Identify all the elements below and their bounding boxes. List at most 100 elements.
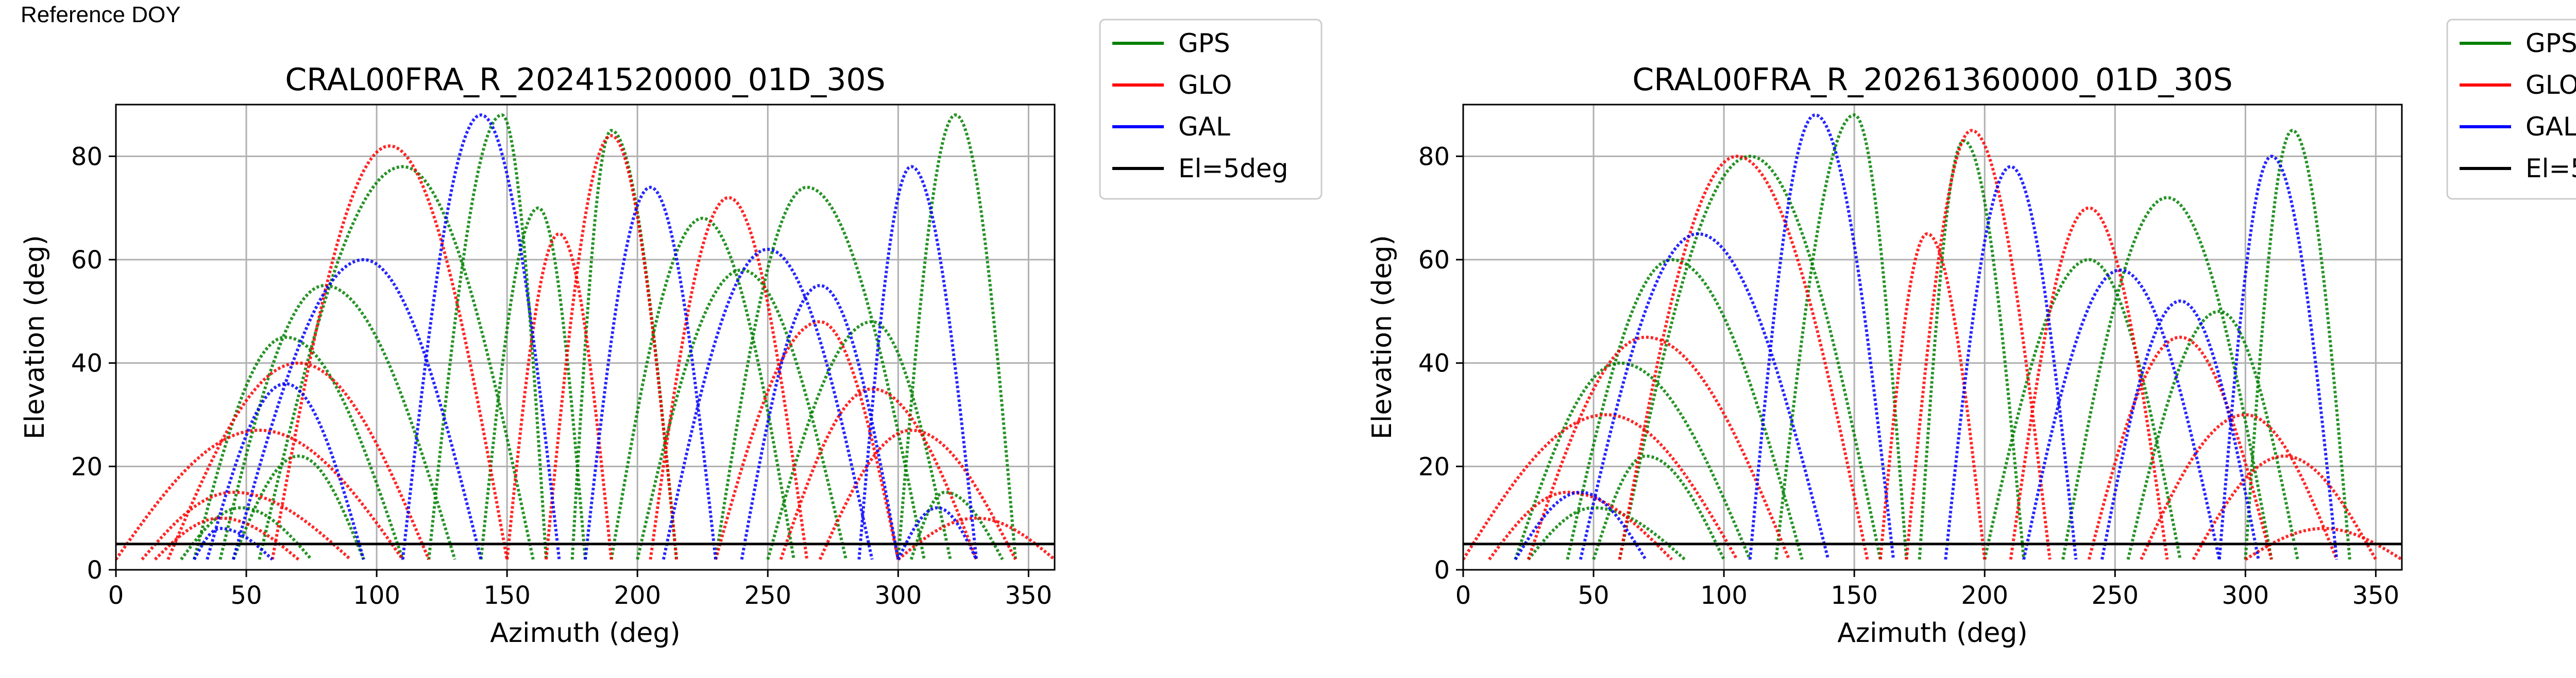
track-glo — [545, 134, 679, 560]
legend-label: GAL — [1178, 112, 1230, 142]
track-gps — [427, 113, 548, 560]
y-tick-label: 80 — [71, 142, 103, 171]
x-tick-label: 300 — [2222, 581, 2269, 610]
y-tick-label: 20 — [71, 452, 103, 481]
legend-label: GAL — [2526, 112, 2576, 142]
chart-title: CRAL00FRA_R_20241520000_01D_30S — [285, 62, 885, 98]
axes-frame — [1462, 104, 2403, 571]
x-tick-label: 350 — [1005, 581, 1053, 610]
track-gps — [909, 490, 1004, 561]
x-tick-label: 0 — [1455, 581, 1471, 610]
track-glo — [505, 232, 613, 560]
track-gps — [636, 268, 848, 560]
track-glo — [1618, 155, 1869, 560]
x-tick-label: 300 — [875, 581, 922, 610]
track-glo — [1878, 232, 1987, 560]
track-gal — [1579, 232, 1830, 560]
track-gps — [2061, 196, 2273, 560]
track-gal — [231, 258, 483, 560]
y-axis-label: Elevation (deg) — [20, 235, 50, 439]
x-tick-label: 100 — [1700, 581, 1748, 610]
x-tick-label: 0 — [108, 581, 124, 610]
x-axis-label: Azimuth (deg) — [490, 618, 680, 649]
legend-label: El=5deg — [1178, 154, 1288, 183]
x-tick-label: 250 — [744, 581, 791, 610]
track-gps — [218, 284, 456, 560]
track-gps — [258, 165, 535, 560]
y-tick-label: 40 — [1418, 349, 1450, 378]
legend-label: El=5deg — [2526, 154, 2576, 183]
y-tick-label: 80 — [1418, 142, 1450, 171]
track-gal — [401, 113, 561, 560]
x-tick-label: 200 — [614, 581, 661, 610]
plot-area — [116, 113, 1055, 561]
track-glo — [649, 196, 809, 560]
subplot-1: 0 50 100 150 200 250 300 350 0 20 40 60 80 CRAL00FRA_… — [20, 19, 1323, 649]
track-gal — [2217, 155, 2338, 560]
legend-box — [1099, 19, 1323, 200]
track-glo — [818, 429, 1017, 561]
track-gps — [714, 185, 926, 560]
track-gal — [662, 247, 874, 560]
x-tick-label: 100 — [353, 581, 400, 610]
legend: GPS GLO GAL El=5deg — [2446, 19, 2576, 200]
x-tick-label: 150 — [1831, 581, 1878, 610]
y-axis-label: Elevation (deg) — [1367, 235, 1398, 439]
track-gps — [479, 206, 587, 560]
track-glo — [1905, 129, 2052, 560]
track-glo — [779, 387, 978, 560]
track-glo — [2087, 335, 2273, 560]
x-tick-label: 200 — [1961, 581, 2008, 610]
track-gal — [1748, 113, 1895, 560]
legend: GPS GLO GAL El=5deg — [1099, 19, 1323, 200]
track-gal — [740, 284, 900, 560]
track-gps — [1527, 506, 1686, 561]
legend-label: GPS — [1178, 28, 1230, 58]
track-gps — [766, 320, 952, 560]
legend-label: GPS — [2526, 28, 2576, 58]
track-gal — [896, 506, 978, 561]
y-tick-label: 0 — [87, 556, 103, 585]
y-tick-label: 40 — [71, 349, 103, 378]
track-gal — [2022, 268, 2221, 560]
x-tick-label: 50 — [1578, 581, 1609, 610]
x-tick-label: 150 — [483, 581, 531, 610]
track-gal — [206, 382, 365, 560]
track-glo — [166, 361, 431, 561]
legend-box — [2446, 19, 2576, 200]
track-glo — [897, 516, 1055, 561]
legend-label: GLO — [2526, 70, 2576, 100]
track-gps — [232, 454, 365, 561]
track-gps — [1918, 139, 2026, 560]
track-gal — [1514, 490, 1647, 561]
subplot-2: 0 50 100 150 200 250 300 350 0 20 40 60 80 CRAL00FRA_… — [1367, 19, 2576, 649]
track-gps — [1618, 155, 1882, 560]
track-gps — [1983, 258, 2182, 560]
track-gps — [609, 216, 795, 560]
track-gps — [1774, 113, 1908, 560]
track-gps — [2244, 129, 2351, 560]
y-tick-label: 60 — [71, 246, 103, 275]
track-glo — [141, 490, 352, 561]
y-tick-label: 60 — [1418, 246, 1450, 275]
track-glo — [1463, 413, 1739, 561]
y-tick-label: 0 — [1434, 556, 1450, 585]
track-glo — [116, 429, 404, 561]
track-gps — [1514, 361, 1752, 561]
track-glo — [714, 320, 900, 560]
legend-label: GLO — [1178, 70, 1232, 100]
page-label: Reference DOY — [21, 2, 181, 27]
track-gps — [180, 506, 313, 561]
track-gps — [2126, 310, 2299, 560]
track-gps — [1592, 454, 1725, 561]
track-gal — [2100, 299, 2260, 560]
track-gps — [1566, 258, 1804, 560]
track-gps — [192, 335, 404, 560]
x-axis-label: Azimuth (deg) — [1837, 618, 2027, 649]
chart-title: CRAL00FRA_R_20261360000_01D_30S — [1632, 62, 2232, 98]
track-glo — [1488, 490, 1673, 561]
x-tick-label: 250 — [2091, 581, 2139, 610]
y-tick-label: 20 — [1418, 452, 1450, 481]
x-tick-label: 50 — [231, 581, 262, 610]
